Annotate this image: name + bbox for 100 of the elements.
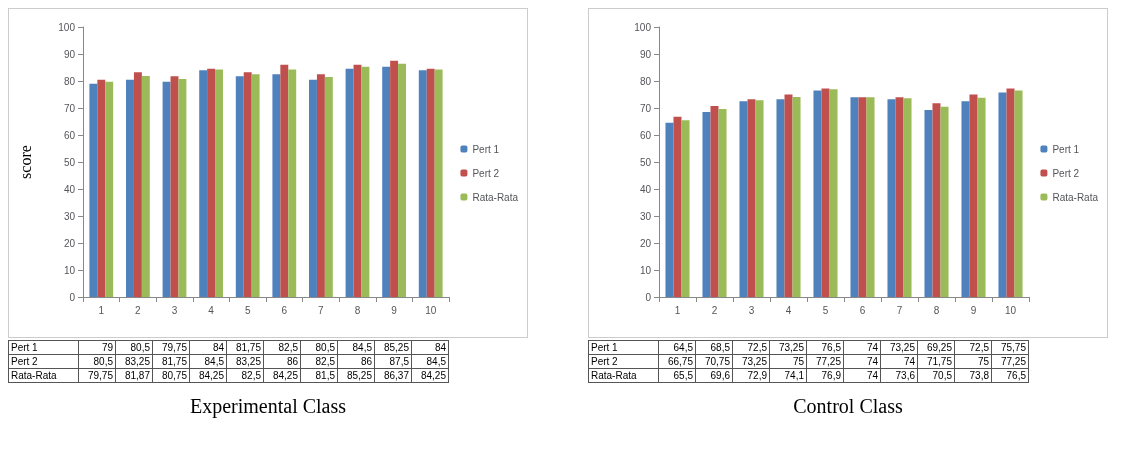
data-label: 73,25: [769, 340, 807, 355]
data-label: 70,5: [917, 368, 955, 383]
bar: [998, 92, 1007, 297]
bar: [215, 69, 223, 297]
y-tick-label: 50: [63, 156, 76, 168]
y-tick-label: 60: [639, 129, 652, 141]
data-label: 81,87: [115, 368, 153, 383]
data-label: 79,75: [78, 368, 116, 383]
data-label: 65,5: [658, 368, 696, 383]
x-tick-label: 7: [896, 304, 903, 316]
x-tick-label: 7: [318, 304, 325, 316]
bar: [361, 66, 370, 297]
data-label: 84,25: [411, 368, 449, 383]
y-tick-label: 100: [58, 21, 76, 33]
data-label: 72,9: [732, 368, 770, 383]
bar: [324, 76, 333, 297]
data-label: 86: [263, 354, 301, 369]
data-label: 87,5: [374, 354, 412, 369]
bar: [382, 66, 391, 297]
y-tick-label: 40: [639, 183, 652, 195]
bar: [813, 90, 822, 297]
bar: [673, 116, 682, 297]
y-tick-label: 10: [639, 264, 652, 276]
bar: [887, 99, 896, 297]
legend-label: Rata-Rata: [472, 191, 519, 203]
data-label: 74: [880, 354, 918, 369]
bar: [199, 70, 208, 297]
data-label: 77,25: [806, 354, 844, 369]
bar: [858, 97, 867, 297]
data-label: 80,5: [300, 340, 338, 355]
data-label: 85,25: [337, 368, 375, 383]
legend-label: Pert 1: [472, 143, 500, 155]
bar: [345, 68, 354, 297]
data-label: 82,5: [226, 368, 264, 383]
bar: [681, 120, 690, 297]
y-tick-label: 90: [63, 48, 76, 60]
bar: [702, 112, 711, 297]
bar: [969, 94, 978, 297]
data-label: 76,9: [806, 368, 844, 383]
text: Pert 1: [591, 342, 618, 353]
bar: [940, 106, 949, 297]
legend-label: Pert 2: [1052, 167, 1080, 179]
data-label: 79,75: [152, 340, 190, 355]
text: Control Class: [792, 395, 904, 418]
data-label: 64,5: [658, 340, 696, 355]
data-label: 76,5: [806, 340, 844, 355]
data-label: 86: [337, 354, 375, 369]
data-label: 81,5: [300, 368, 338, 383]
bar: [977, 97, 986, 297]
x-tick-label: 1: [674, 304, 681, 316]
bar: [251, 74, 260, 297]
text: Pert 2: [591, 356, 618, 367]
data-label: 83,25: [115, 354, 153, 369]
bar: [418, 70, 427, 297]
data-label: 81,75: [152, 354, 190, 369]
bar: [141, 75, 150, 297]
x-tick-label: 6: [281, 304, 288, 316]
legend-label: Pert 1: [1052, 143, 1080, 155]
y-tick-label: 80: [63, 75, 76, 87]
bar: [280, 64, 289, 297]
data-label: 83,25: [226, 354, 264, 369]
data-label: 85,25: [374, 340, 412, 355]
bar: [1006, 88, 1015, 297]
y-tick-label: 0: [645, 291, 652, 303]
data-label: 84,5: [189, 354, 227, 369]
y-tick-label: 20: [63, 237, 76, 249]
text: Rata-Rata: [591, 370, 637, 381]
data-label: 84,5: [337, 340, 375, 355]
x-tick-label: 10: [425, 304, 437, 316]
data-label: 79: [78, 340, 116, 355]
x-tick-label: 6: [859, 304, 866, 316]
y-tick-label: 0: [69, 291, 76, 303]
x-tick-label: 4: [785, 304, 792, 316]
data-label: 73,8: [954, 368, 992, 383]
data-label: 80,5: [115, 340, 153, 355]
bar: [434, 69, 443, 297]
bar: [784, 94, 793, 297]
bar: [1014, 90, 1023, 297]
data-label: 72,5: [954, 340, 992, 355]
data-label: 80,75: [152, 368, 190, 383]
data-label: 81,75: [226, 340, 264, 355]
data-label: 84,5: [411, 354, 449, 369]
bar: [924, 110, 933, 297]
bar: [866, 97, 875, 297]
text: Pert 2: [11, 356, 38, 367]
data-label: 76,5: [991, 368, 1029, 383]
x-tick-label: 3: [171, 304, 178, 316]
data-label: 69,6: [695, 368, 733, 383]
x-tick-label: 10: [1004, 304, 1017, 316]
y-tick-label: 50: [639, 156, 652, 168]
data-label: 74,1: [769, 368, 807, 383]
bar: [747, 99, 756, 297]
bar: [932, 103, 941, 297]
data-label: 70,75: [695, 354, 733, 369]
bar: [207, 68, 216, 297]
data-label: 73,6: [880, 368, 918, 383]
x-tick-label: 9: [391, 304, 398, 316]
data-label: 72,5: [732, 340, 770, 355]
data-label: 80,5: [78, 354, 116, 369]
y-tick-label: 100: [634, 21, 652, 33]
